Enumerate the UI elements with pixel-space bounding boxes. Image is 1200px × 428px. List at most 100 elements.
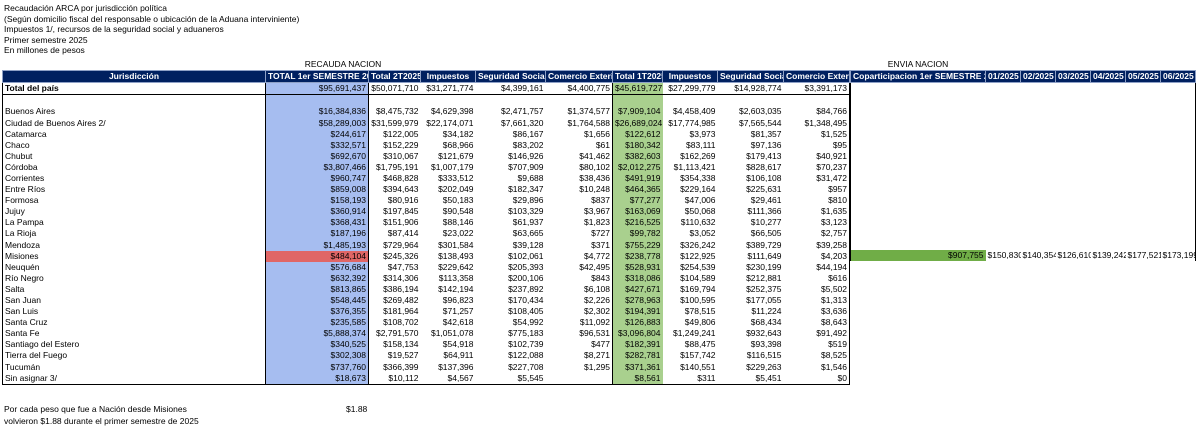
envia-row-misiones: $907,755 $150,830 $140,354 $126,610 $139,242… [850,249,1196,261]
empty-cell [1160,160,1196,172]
row-label: Entre Ríos [2,184,266,196]
cell-value: $932,643 [746,328,782,339]
cell-value: $138,493 [438,250,474,261]
section-spacer [1126,59,1161,71]
column-header: Seguridad Social [717,70,785,84]
table-row-total: Total del país $95,691,437 $50,071,710 $31,… [2,82,851,96]
row-label: La Rioja [2,228,266,240]
cell-value: $3,052 [689,228,716,239]
empty-cell [1091,205,1126,216]
cell-value: $162,269 [680,150,716,161]
empty-cell [1126,105,1161,116]
cell-value: $311 [662,372,718,385]
cell-value: $18,673 [265,372,369,385]
cell-value: $229,642 [438,261,474,272]
cell-value: $16,384,836 [265,106,369,118]
empty-cell [1056,172,1091,183]
cell-value: $200,106 [508,272,544,283]
empty-cell [850,194,986,206]
cell-value: $158,134 [367,339,421,351]
empty-cell [1091,172,1126,183]
row-label: Buenos Aires [2,106,266,118]
empty-cell [663,95,718,107]
cell-value: $23,022 [442,228,474,239]
empty-cell [1126,128,1161,139]
cell-value: $106,108 [746,172,782,183]
cell-value: $326,242 [680,239,716,250]
empty-cell [1091,105,1126,116]
cell-value: $104,589 [680,272,716,283]
empty-cell [850,160,986,172]
cell-value: $61,937 [512,217,544,228]
cell-value: $254,539 [680,261,716,272]
row-label: Neuquén [2,261,266,273]
row-label: Formosa [2,195,266,207]
cell-value: $366,399 [367,361,421,373]
table-row: Sin asignar 3/$18,673 $10,112 $4,567 $5,545… [2,372,851,385]
cell-value: $8,271 [584,350,611,361]
empty-cell [1021,161,1056,172]
cell-value: $100,595 [680,295,716,306]
table-row: Córdoba $3,807,466 $1,795,191 $1,007,179 $70… [2,161,851,173]
cell-value: $68,434 [750,317,782,328]
section-spacer [3,59,266,71]
section-head-row: RECAUDA NACION [3,59,850,71]
empty-cell [1056,239,1091,250]
empty-cell [612,94,663,107]
empty-cell [1126,216,1161,227]
cell-value: $140,551 [680,361,716,372]
cell-value: $42,618 [442,317,474,328]
cell-value: $7,909,104 [612,106,663,118]
cell-value: $78,515 [684,306,716,317]
table-row: La Rioja $187,196 $87,414 $23,022 $63,665 $72… [2,228,851,240]
cell-value: $3,123 [783,217,851,229]
empty-cell [1056,205,1091,216]
empty-cell [1056,183,1091,194]
empty-cell [1056,150,1091,161]
empty-cell [1056,227,1091,238]
cell-value: $68,966 [442,139,474,150]
empty-cell [850,238,986,250]
empty-cell [850,171,986,184]
cell-value: $146,926 [508,150,544,161]
empty-cell [1091,139,1126,150]
empty-cell [1160,105,1196,117]
empty-cell [1021,83,1056,95]
envia-blank-row [850,171,1196,184]
cell-value: $158,193 [265,195,369,207]
empty-cell [1056,105,1091,116]
cell-value: $29,896 [512,195,544,206]
cell-value: $737,760 [265,361,369,373]
empty-cell [850,105,986,117]
table-row: Santiago del Estero $340,525 $158,134 $54,9… [2,339,851,351]
cell-value: $181,964 [367,306,421,318]
cell-value: $64,911 [443,350,474,361]
row-label: Salta [2,283,266,295]
cell-value: $40,921 [783,150,851,162]
cell-value: $427,671 [612,283,663,295]
empty-cell [1021,94,1056,105]
empty-cell [1126,161,1161,172]
cell-value: $80,916 [367,195,421,207]
table-row: Jujuy $360,914 $197,845 $90,548 $103,329 $3,9… [2,206,851,218]
column-header: 04/2025 [1090,70,1126,84]
cell-value: $1,823 [584,217,611,228]
section-title-envia: ENVIA NACION [887,59,949,70]
section-spacer [718,59,784,71]
cell-value: $244,617 [265,128,369,140]
cell-value: $4,772 [584,250,611,261]
cell-value: $960,747 [265,172,369,185]
cell-value: $202,049 [438,184,474,195]
empty-cell [1021,150,1056,161]
cell-value: $34,182 [442,128,474,139]
cell-value: $528,931 [612,261,663,273]
note-scope: Impuestos 1/, recursos de la seguridad s… [4,24,224,35]
table-row: Corrientes $960,747 $468,828 $333,512 $9,688… [2,172,851,185]
cell-value: $216,525 [612,217,663,229]
cell-value: $1,007,179 [430,161,474,172]
cell-value: $93,398 [750,339,782,350]
empty-cell [2,94,266,107]
cell-value: $11,224 [751,306,782,317]
note-period: Primer semestre 2025 [4,34,88,45]
